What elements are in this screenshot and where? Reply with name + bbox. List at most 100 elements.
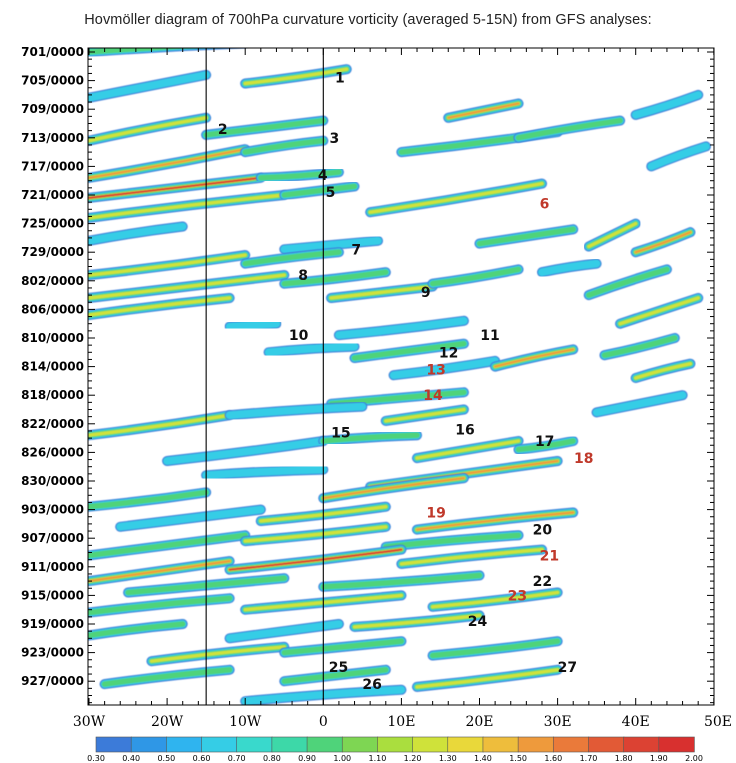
contour-level [634, 231, 692, 254]
wave-label: 20 [533, 523, 553, 539]
contour-level [88, 621, 186, 639]
vorticity-band [326, 281, 438, 303]
vorticity-band [88, 293, 235, 321]
contour-level [88, 253, 247, 277]
x-axis: 30W 20W 10W 0 10E 20E 30E 40E 50E [73, 48, 732, 730]
wave-label: 22 [533, 574, 552, 590]
vorticity-band [88, 221, 188, 246]
y-tick-label: 923/0000 [21, 646, 84, 660]
vorticity-band [583, 264, 672, 301]
wave-label: 9 [421, 285, 431, 301]
colorbar-label: 1.50 [509, 754, 527, 763]
vorticity-band [630, 358, 696, 383]
contour-level [88, 532, 248, 559]
y-tick-label: 818/0000 [21, 388, 84, 402]
vorticity-band [427, 636, 563, 661]
contour-level [634, 362, 693, 380]
contour-level [592, 391, 687, 417]
contour-level [281, 638, 405, 656]
contour-level [384, 407, 466, 423]
contour-level [116, 505, 265, 531]
contour-level [618, 296, 700, 326]
colorbar-swatch [95, 736, 132, 753]
vorticity-band [474, 224, 579, 249]
vorticity-band [380, 404, 469, 426]
contour-level [647, 142, 710, 171]
vorticity-band [115, 504, 266, 532]
colorbar-label: 0.80 [263, 754, 281, 763]
colorbar-swatch [623, 736, 660, 753]
vorticity-band [224, 619, 344, 644]
y-tick-label: 810/0000 [21, 331, 84, 345]
vorticity-band [490, 344, 579, 372]
x-tick-label: 30W [73, 714, 106, 730]
wave-label: 27 [558, 660, 577, 676]
contour-level [515, 117, 623, 141]
contour-level [264, 342, 359, 357]
vorticity-band [630, 227, 696, 258]
vorticity-band [318, 473, 469, 504]
colorbar-swatch [377, 736, 414, 753]
wave-label: 3 [330, 131, 340, 147]
y-tick-label: 725/0000 [21, 217, 84, 231]
vorticity-band [88, 190, 290, 223]
colorbar-label: 1.70 [580, 754, 598, 763]
contour-level [88, 560, 231, 583]
vorticity-band [443, 98, 524, 123]
contour-level [447, 102, 520, 119]
y-tick-label: 713/0000 [21, 131, 84, 145]
vorticity-band [240, 135, 329, 158]
vorticity-band [279, 664, 391, 687]
contour-level [242, 137, 327, 155]
contour-level [320, 572, 483, 590]
vorticity-band [88, 487, 212, 512]
vorticity-band [99, 664, 235, 690]
wave-label: 11 [480, 328, 499, 344]
contour-level [88, 116, 208, 143]
y-tick-label: 903/0000 [21, 503, 84, 517]
x-tick-label: 20E [465, 714, 493, 730]
vorticity-band [412, 664, 563, 692]
contour-level [476, 226, 576, 247]
contour-level [225, 402, 367, 420]
colorbar-swatch [447, 736, 484, 753]
vorticity-band [88, 530, 251, 561]
wave-label: 6 [540, 197, 550, 213]
vorticity-band [333, 315, 469, 341]
chart-title: Hovmöller diagram of 700hPa curvature vo… [84, 12, 652, 28]
colorbar-label: 0.90 [298, 754, 316, 763]
colorbar-label: 1.30 [439, 754, 457, 763]
contour-level [242, 249, 342, 267]
vorticity-band [318, 430, 422, 446]
vorticity-band [263, 341, 360, 358]
vorticity-band [255, 167, 344, 183]
contour-level [320, 432, 420, 444]
contour-level [429, 638, 561, 659]
vorticity-band [88, 410, 235, 441]
colorbar-swatch [130, 736, 168, 753]
vorticity-band [615, 293, 704, 329]
y-tick-label: 701/0000 [21, 45, 84, 59]
vorticity-band [88, 619, 188, 641]
x-tick-label: 40E [622, 714, 650, 730]
vorticity-band [224, 401, 368, 421]
wave-label: 15 [331, 425, 350, 441]
y-tick-label: 919/0000 [21, 617, 84, 631]
vorticity-band [88, 48, 248, 57]
colorbar-swatch [306, 736, 343, 753]
vorticity-band [88, 69, 212, 103]
vorticity-band [380, 530, 524, 552]
wave-label: 13 [426, 362, 445, 378]
contour-level [88, 176, 262, 199]
colorbar-label: 1.80 [615, 754, 633, 763]
vorticity-band [279, 181, 360, 200]
vorticity-band [88, 112, 212, 146]
y-tick-label: 709/0000 [21, 102, 84, 116]
y-tick-label: 729/0000 [21, 245, 84, 259]
y-tick-label: 721/0000 [21, 188, 84, 202]
y-tick-label: 907/0000 [21, 531, 84, 545]
colorbar-swatch [517, 736, 554, 753]
colorbar-swatch [482, 736, 519, 753]
vorticity-band [412, 507, 579, 535]
colorbar-label: 1.20 [404, 754, 422, 763]
